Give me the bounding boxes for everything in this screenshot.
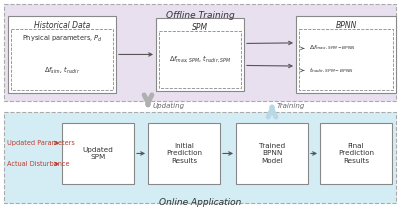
FancyBboxPatch shape — [11, 29, 113, 90]
Text: Online Application: Online Application — [159, 198, 241, 207]
FancyBboxPatch shape — [62, 123, 134, 184]
Text: $t_{nadir,SPM-BPNN}$: $t_{nadir,SPM-BPNN}$ — [309, 66, 354, 75]
Text: Physical parameters, $P_d$: Physical parameters, $P_d$ — [22, 34, 102, 44]
Text: BPNN: BPNN — [335, 21, 357, 30]
Text: Updating: Updating — [153, 103, 185, 109]
Text: $\Delta f_{max,SPM-BPNN}$: $\Delta f_{max,SPM-BPNN}$ — [309, 44, 356, 52]
Text: Final
Prediction
Results: Final Prediction Results — [338, 143, 374, 164]
FancyBboxPatch shape — [320, 123, 392, 184]
Text: $\Delta f_{sim}$, $t_{nadir}$: $\Delta f_{sim}$, $t_{nadir}$ — [44, 64, 80, 75]
Text: Updated
SPM: Updated SPM — [82, 147, 114, 160]
Text: Updated Parameters: Updated Parameters — [7, 140, 75, 146]
FancyBboxPatch shape — [159, 31, 241, 88]
Text: Training: Training — [277, 103, 305, 109]
Text: Historical Data: Historical Data — [34, 21, 90, 30]
FancyBboxPatch shape — [148, 123, 220, 184]
Text: Actual Disturbance: Actual Disturbance — [7, 161, 70, 167]
Text: Initial
Prediction
Results: Initial Prediction Results — [166, 143, 202, 164]
Text: $\Delta f_{max,SPM}$, $t_{nadir,SPM}$: $\Delta f_{max,SPM}$, $t_{nadir,SPM}$ — [169, 53, 231, 64]
Text: SPM: SPM — [192, 23, 208, 32]
Text: Trained
BPNN
Model: Trained BPNN Model — [259, 143, 285, 164]
FancyBboxPatch shape — [236, 123, 308, 184]
FancyBboxPatch shape — [4, 4, 396, 101]
FancyBboxPatch shape — [4, 112, 396, 203]
FancyBboxPatch shape — [8, 16, 116, 93]
FancyBboxPatch shape — [299, 29, 393, 90]
Text: Offline Training: Offline Training — [166, 11, 234, 20]
FancyBboxPatch shape — [156, 18, 244, 91]
FancyBboxPatch shape — [296, 16, 396, 93]
